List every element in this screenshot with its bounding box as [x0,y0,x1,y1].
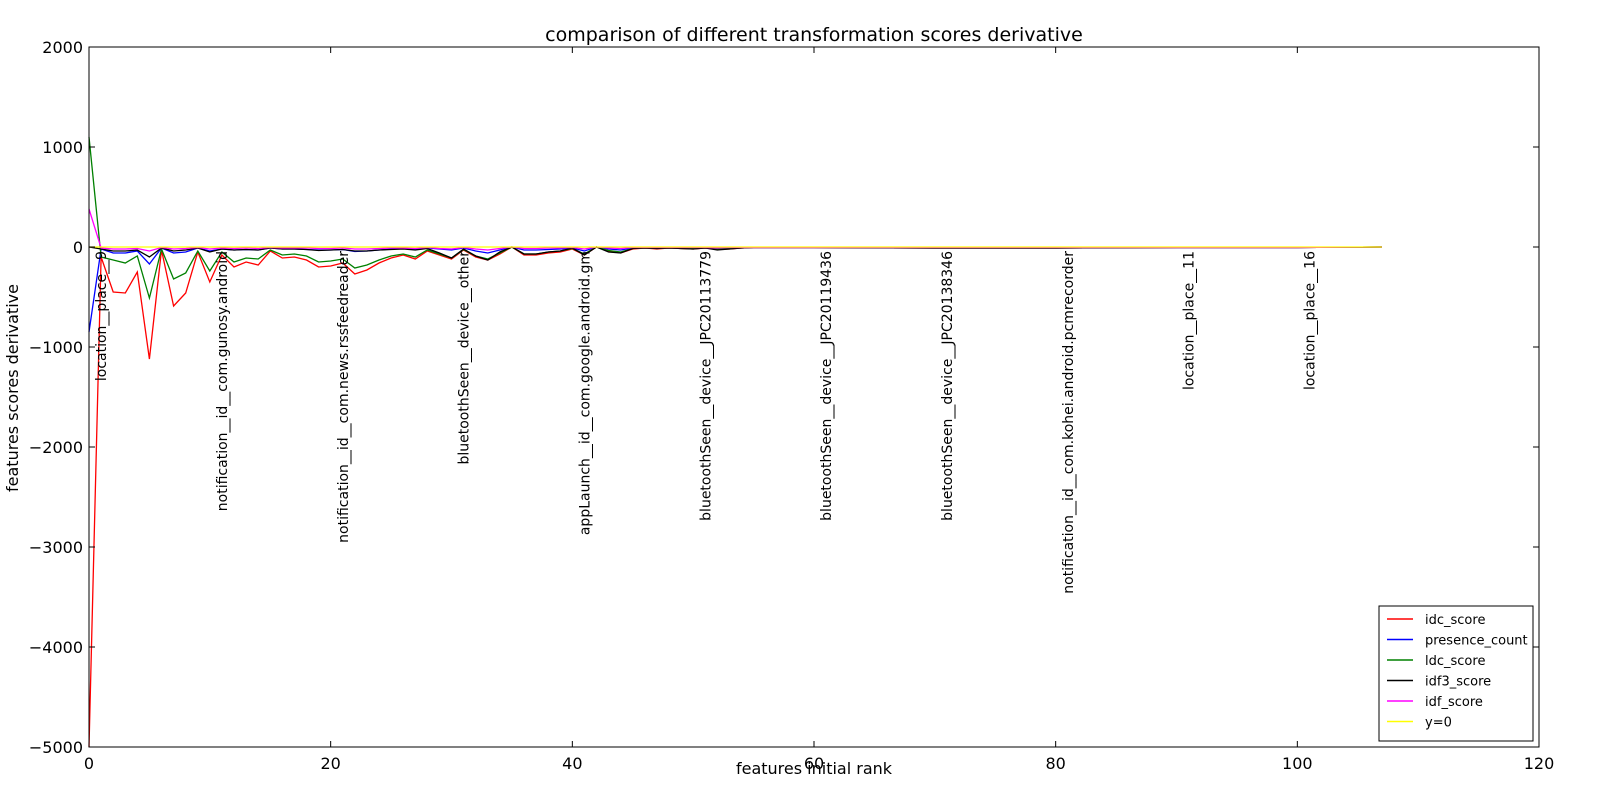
annotation-label: location__place__9 [94,251,110,381]
x-tick-label: 0 [84,754,94,773]
y-axis-label: features scores derivative [3,284,22,492]
x-tick-label: 20 [320,754,340,773]
legend-entry: idf_score [1425,695,1483,710]
x-axis-label: features initial rank [736,759,893,778]
plot-area-frame [88,46,1540,748]
annotation-label: notification__id__com.gunosy.android [215,251,231,511]
series-line-idf3-score [88,246,1382,261]
legend-entry: presence_count [1425,634,1528,649]
annotation-label: notification__id__com.news.rssfeedreader [336,251,352,543]
tick-layer: 0 20 40 60 80 100 120 −5000 −4000 −3000 −2000 −1000… [29,38,1554,773]
y-tick-label: 2000 [42,38,83,57]
x-tick-label: 120 [1524,754,1555,773]
y-tick-label: 1000 [42,138,83,157]
y-tick-label: −5000 [29,738,83,757]
y-tick-label: −3000 [29,538,83,557]
y-tick-label: 0 [73,238,83,257]
legend-entry: idc_score [1425,613,1485,628]
y-tick-label: −1000 [29,338,83,357]
legend: idc_score presence_count ldc_score idf3_sco… [1378,605,1534,742]
chart-title: comparison of different transformation s… [545,24,1083,46]
annotation-layer: location__place__9 notification__id__com.… [94,251,1318,594]
annotation-label: notification__id__com.kohei.android.pcmr… [1061,251,1077,594]
annotation-label: location__place__16 [1302,251,1318,390]
y-tick-label: −2000 [29,438,83,457]
annotation-label: bluetoothSeen__device__JPC20119436 [819,251,835,521]
annotation-label: appLaunch__id__com.google.android.gm [577,251,593,535]
annotation-label: bluetoothSeen__device__JPC20138346 [940,251,956,521]
legend-entry: idf3_score [1425,675,1491,690]
x-tick-label: 40 [562,754,582,773]
series-layer [88,136,1382,748]
y-tick-label: −4000 [29,638,83,657]
annotation-label: bluetoothSeen__device__JPC20113779 [698,251,714,521]
x-tick-label: 100 [1282,754,1313,773]
legend-entry: ldc_score [1425,654,1485,669]
annotation-label: bluetoothSeen__device__other [457,251,473,465]
x-tick-label: 60 [804,754,824,773]
legend-box [1378,605,1534,742]
annotation-label: location__place__11 [1182,251,1198,390]
legend-entry: y=0 [1425,716,1452,731]
x-tick-label: 80 [1045,754,1065,773]
